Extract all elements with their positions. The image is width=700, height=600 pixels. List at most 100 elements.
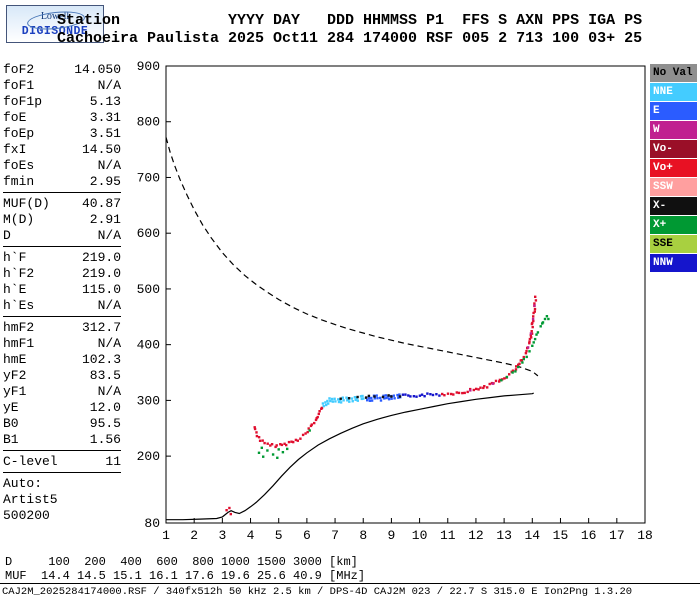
param-value: 3.31	[89, 110, 121, 125]
param-label: foF1p	[3, 94, 43, 109]
param-row-500200: 500200	[3, 508, 121, 524]
svg-text:15: 15	[553, 528, 569, 543]
svg-text:800: 800	[137, 115, 160, 130]
param-row-foes: foEs N/A	[3, 158, 121, 174]
param-row-mufd: MUF(D) 40.87	[3, 196, 121, 212]
param-value: N/A	[97, 158, 121, 173]
param-label: M(D)	[3, 212, 35, 227]
parameter-panel: foF2 14.050 foF1 N/A foF1p 5.13 foE 3.31 foEp 3.5…	[3, 62, 121, 529]
param-label: B0	[3, 416, 19, 431]
param-value: 1.56	[89, 432, 121, 447]
param-row-he: h`E 115.0	[3, 282, 121, 298]
legend-item-x-: X-	[650, 197, 697, 215]
param-row-fxi: fxI 14.50	[3, 142, 121, 158]
param-row-b0: B0 95.5	[3, 416, 121, 432]
legend-item-no-val: No Val	[650, 64, 697, 82]
param-value: N/A	[97, 384, 121, 399]
param-row-hmf1: hmF1 N/A	[3, 336, 121, 352]
logo-lowell-text: Lowell	[40, 11, 70, 22]
param-row-b1: B1 1.56	[3, 432, 121, 448]
svg-text:7: 7	[331, 528, 339, 543]
param-label: foEs	[3, 158, 35, 173]
parameter-group: hmF2 312.7 hmF1 N/A hmE 102.3 yF2 83.5 yF1 N/A yE 1…	[3, 320, 121, 451]
svg-text:400: 400	[137, 338, 160, 353]
param-label: Artist5	[3, 492, 58, 507]
svg-text:200: 200	[137, 449, 160, 464]
param-label: foF2	[3, 62, 35, 77]
legend-item-sse: SSE	[650, 235, 697, 253]
param-label: foEp	[3, 126, 35, 141]
ionogram-plot: 1 2 3 4 5 6 7 8 9 10 11 12 13 14 15 16 17 18 900800700600…	[137, 59, 653, 543]
param-row-clevel: C-level 11	[3, 454, 121, 470]
param-row-yf2: yF2 83.5	[3, 368, 121, 384]
legend-item-e: E	[650, 102, 697, 120]
param-value: 102.3	[81, 352, 121, 367]
svg-text:12: 12	[468, 528, 484, 543]
param-value: 14.050	[74, 62, 121, 77]
param-row-fof1p: foF1p 5.13	[3, 94, 121, 110]
param-row-hf: h`F 219.0	[3, 250, 121, 266]
footer-divider	[0, 583, 700, 584]
param-label: D	[3, 228, 11, 243]
param-row-artist5: Artist5	[3, 492, 121, 508]
param-row-ye: yE 12.0	[3, 400, 121, 416]
echo-trace-dots	[225, 295, 550, 516]
param-value: 83.5	[89, 368, 121, 383]
param-label: hmE	[3, 352, 27, 367]
param-label: MUF(D)	[3, 196, 50, 211]
param-value: N/A	[97, 78, 121, 93]
param-row-yf1: yF1 N/A	[3, 384, 121, 400]
param-row-foe: foE 3.31	[3, 110, 121, 126]
svg-text:5: 5	[275, 528, 283, 543]
legend-item-x+: X+	[650, 216, 697, 234]
param-row-foep: foEp 3.51	[3, 126, 121, 142]
param-label: h`F2	[3, 266, 35, 281]
param-row-fof2: foF2 14.050	[3, 62, 121, 78]
x-axis: 1 2 3 4 5 6 7 8 9 10 11 12 13 14 15 16 17 18	[162, 518, 653, 543]
svg-text:18: 18	[637, 528, 653, 543]
lowell-digisonde-logo: Lowell DIGISONDE	[6, 5, 104, 43]
param-label: B1	[3, 432, 19, 447]
svg-text:14: 14	[524, 528, 540, 543]
transmission-curve	[165, 137, 539, 377]
param-value: N/A	[97, 228, 121, 243]
param-value: 11	[105, 454, 121, 469]
svg-text:600: 600	[137, 226, 160, 241]
legend-item-nnw: NNW	[650, 254, 697, 272]
param-value: 12.0	[89, 400, 121, 415]
header-column-titles: Station YYYY DAY DDD HHMMSS P1 FFS S AXN…	[57, 12, 643, 29]
true-height-profile	[166, 392, 534, 521]
svg-text:1: 1	[162, 528, 170, 543]
distance-row: D 100 200 400 600 800 1000 1500 3000 [km…	[5, 555, 358, 569]
param-value: 5.13	[89, 94, 121, 109]
param-label: C-level	[3, 454, 58, 469]
param-value: 219.0	[81, 250, 121, 265]
param-row-d: D N/A	[3, 228, 121, 244]
svg-text:8: 8	[359, 528, 367, 543]
param-value: 219.0	[81, 266, 121, 281]
param-label: yE	[3, 400, 19, 415]
param-label: h`E	[3, 282, 27, 297]
param-label: fxI	[3, 142, 27, 157]
header-station-values: Cachoeira Paulista 2025 Oct11 284 174000…	[57, 30, 643, 47]
svg-text:2: 2	[190, 528, 198, 543]
param-label: fmin	[3, 174, 35, 189]
parameter-group: MUF(D) 40.87 M(D) 2.91 D N/A	[3, 196, 121, 247]
legend-item-nne: NNE	[650, 83, 697, 101]
param-row-hf2: h`F2 219.0	[3, 266, 121, 282]
param-row-fof1: foF1 N/A	[3, 78, 121, 94]
plot-frame	[165, 65, 646, 524]
param-label: yF1	[3, 384, 27, 399]
param-value: 2.95	[89, 174, 121, 189]
legend-item-w: W	[650, 121, 697, 139]
param-label: hmF2	[3, 320, 35, 335]
svg-text:3: 3	[218, 528, 226, 543]
param-value: N/A	[97, 336, 121, 351]
svg-text:300: 300	[137, 393, 160, 408]
y-axis: 900 800 700 600 500 400 300 200 80	[137, 59, 171, 531]
parameter-group: h`F 219.0 h`F2 219.0 h`E 115.0 h`Es N/A	[3, 250, 121, 317]
legend-item-vo+: Vo+	[650, 159, 697, 177]
parameter-group: foF2 14.050 foF1 N/A foF1p 5.13 foE 3.31 foEp 3.5…	[3, 62, 121, 193]
profile-and-muf-curves	[165, 137, 539, 521]
svg-text:500: 500	[137, 282, 160, 297]
